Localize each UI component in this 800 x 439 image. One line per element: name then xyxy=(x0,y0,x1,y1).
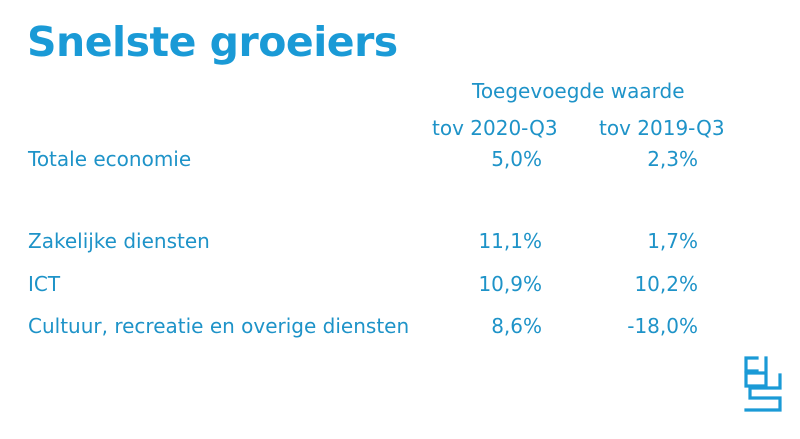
row-label: ICT xyxy=(28,272,61,296)
table-row: Zakelijke diensten 11,1% 1,7% xyxy=(0,229,800,259)
row-value-col2: 2,3% xyxy=(647,147,698,171)
row-label: Zakelijke diensten xyxy=(28,229,210,253)
table-header-col2: tov 2019-Q3 xyxy=(599,116,725,140)
row-value-col1: 11,1% xyxy=(478,229,542,253)
table-row: Cultuur, recreatie en overige diensten 8… xyxy=(0,314,800,344)
table-header-main: Toegevoegde waarde xyxy=(472,79,685,103)
table-header-col1: tov 2020-Q3 xyxy=(432,116,558,140)
cbs-logo-icon xyxy=(744,356,782,412)
row-value-col1: 5,0% xyxy=(491,147,542,171)
row-value-col2: -18,0% xyxy=(627,314,698,338)
row-value-col1: 10,9% xyxy=(478,272,542,296)
row-label: Cultuur, recreatie en overige diensten xyxy=(28,314,410,338)
row-label: Totale economie xyxy=(28,147,192,171)
page-title: Snelste groeiers xyxy=(27,18,398,66)
table-row: Totale economie 5,0% 2,3% xyxy=(0,147,800,177)
table-row: ICT 10,9% 10,2% xyxy=(0,272,800,302)
row-value-col2: 10,2% xyxy=(634,272,698,296)
row-value-col1: 8,6% xyxy=(491,314,542,338)
row-value-col2: 1,7% xyxy=(647,229,698,253)
